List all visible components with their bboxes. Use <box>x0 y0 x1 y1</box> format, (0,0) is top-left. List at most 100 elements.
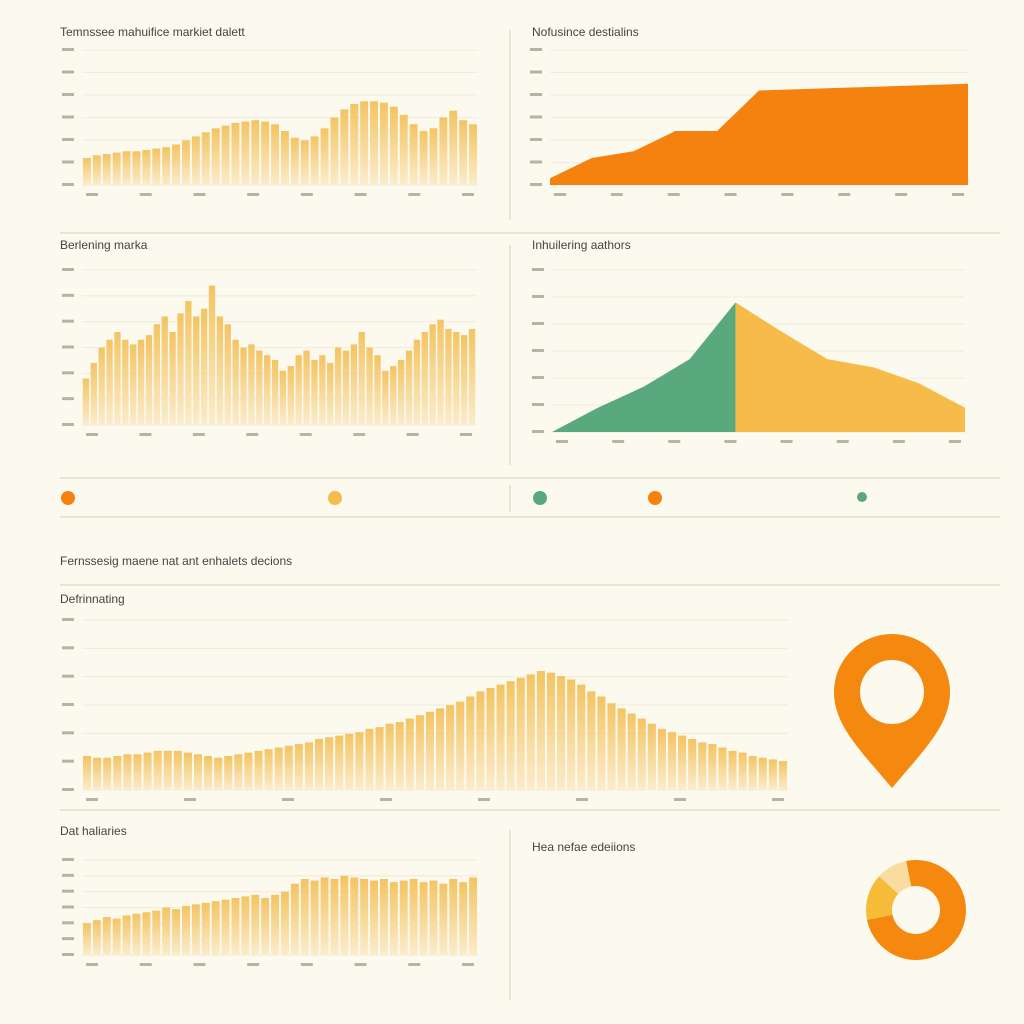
tick-scribble <box>62 268 74 271</box>
bar <box>193 754 203 790</box>
bar <box>112 152 121 185</box>
bar <box>718 747 727 790</box>
tick-scribble <box>62 618 74 621</box>
bar <box>466 696 475 790</box>
bar <box>314 739 324 790</box>
tick-scribble <box>530 183 542 186</box>
bar <box>271 124 280 185</box>
bar <box>294 744 303 790</box>
bar <box>208 285 216 425</box>
bar <box>439 883 448 955</box>
tick-scribble <box>724 193 737 196</box>
tick-scribble <box>62 937 74 941</box>
bar <box>274 747 283 790</box>
bar <box>453 332 460 425</box>
bar <box>303 350 310 425</box>
tick-scribble <box>62 160 74 164</box>
bar <box>536 671 545 790</box>
bar <box>102 917 111 955</box>
bar <box>399 114 408 185</box>
donut-slice <box>866 876 899 920</box>
donut-slice <box>879 860 912 894</box>
bar <box>142 149 151 185</box>
bar <box>256 350 263 425</box>
bar <box>211 128 220 185</box>
bar <box>152 910 161 955</box>
tick-scribble <box>530 48 542 51</box>
bar <box>516 677 525 790</box>
tick-scribble <box>460 433 472 436</box>
tick-scribble <box>62 319 74 323</box>
bar <box>224 756 233 790</box>
bar <box>678 735 687 790</box>
bar <box>279 370 287 425</box>
bar <box>224 324 231 425</box>
bar <box>375 727 384 790</box>
bar <box>133 754 142 790</box>
bar <box>439 117 448 185</box>
tick-scribble <box>62 703 74 706</box>
tick-scribble <box>667 193 680 196</box>
bar <box>327 363 334 425</box>
bar <box>758 757 767 790</box>
bar <box>358 332 365 425</box>
tick-scribble <box>62 921 74 925</box>
chart-title: Berlening marka <box>60 238 148 252</box>
bar <box>330 879 339 955</box>
bar <box>130 344 137 425</box>
legend-dot <box>648 491 662 505</box>
bar <box>557 676 566 790</box>
tick-scribble <box>838 193 851 196</box>
bar <box>355 732 364 790</box>
bar <box>597 696 606 790</box>
tick-scribble <box>530 93 542 96</box>
tick-scribble <box>772 798 784 801</box>
bar <box>399 880 408 955</box>
bar <box>389 882 398 955</box>
tick-scribble <box>354 193 367 196</box>
bar <box>82 923 91 955</box>
bar <box>617 708 626 790</box>
bar <box>132 913 141 955</box>
chart-title: Dat haliaries <box>60 824 127 838</box>
tick-scribble <box>300 193 313 196</box>
bar <box>382 370 389 425</box>
bar <box>469 877 478 955</box>
bar <box>181 140 190 185</box>
bar <box>251 120 260 185</box>
bar <box>191 136 200 185</box>
bar <box>311 359 318 425</box>
tick-scribble <box>478 798 490 801</box>
bar <box>185 301 192 425</box>
bar <box>290 883 299 955</box>
bar <box>738 752 747 790</box>
tick-scribble <box>247 963 260 966</box>
bar <box>637 718 646 790</box>
bar <box>284 745 293 790</box>
map-pin <box>834 634 950 788</box>
bar <box>350 344 358 425</box>
bar <box>445 328 452 425</box>
bar <box>768 759 777 790</box>
bar <box>345 733 354 790</box>
tick-scribble <box>462 963 474 966</box>
bar <box>106 339 113 425</box>
bar <box>163 750 172 790</box>
bar <box>374 355 381 425</box>
bar <box>360 879 369 955</box>
bar <box>169 332 176 425</box>
bar <box>193 316 200 425</box>
bar <box>385 723 394 790</box>
bar <box>370 101 379 185</box>
bar <box>456 701 465 790</box>
bar <box>271 359 279 425</box>
section-heading: Fernssesig maene nat ant enhalets decion… <box>60 554 292 568</box>
bar <box>627 713 636 790</box>
tick-scribble <box>62 905 74 909</box>
tick-scribble <box>530 160 542 164</box>
tick-scribble <box>62 731 74 735</box>
bar <box>310 880 319 955</box>
tick-scribble <box>86 193 98 196</box>
bar <box>397 359 405 425</box>
